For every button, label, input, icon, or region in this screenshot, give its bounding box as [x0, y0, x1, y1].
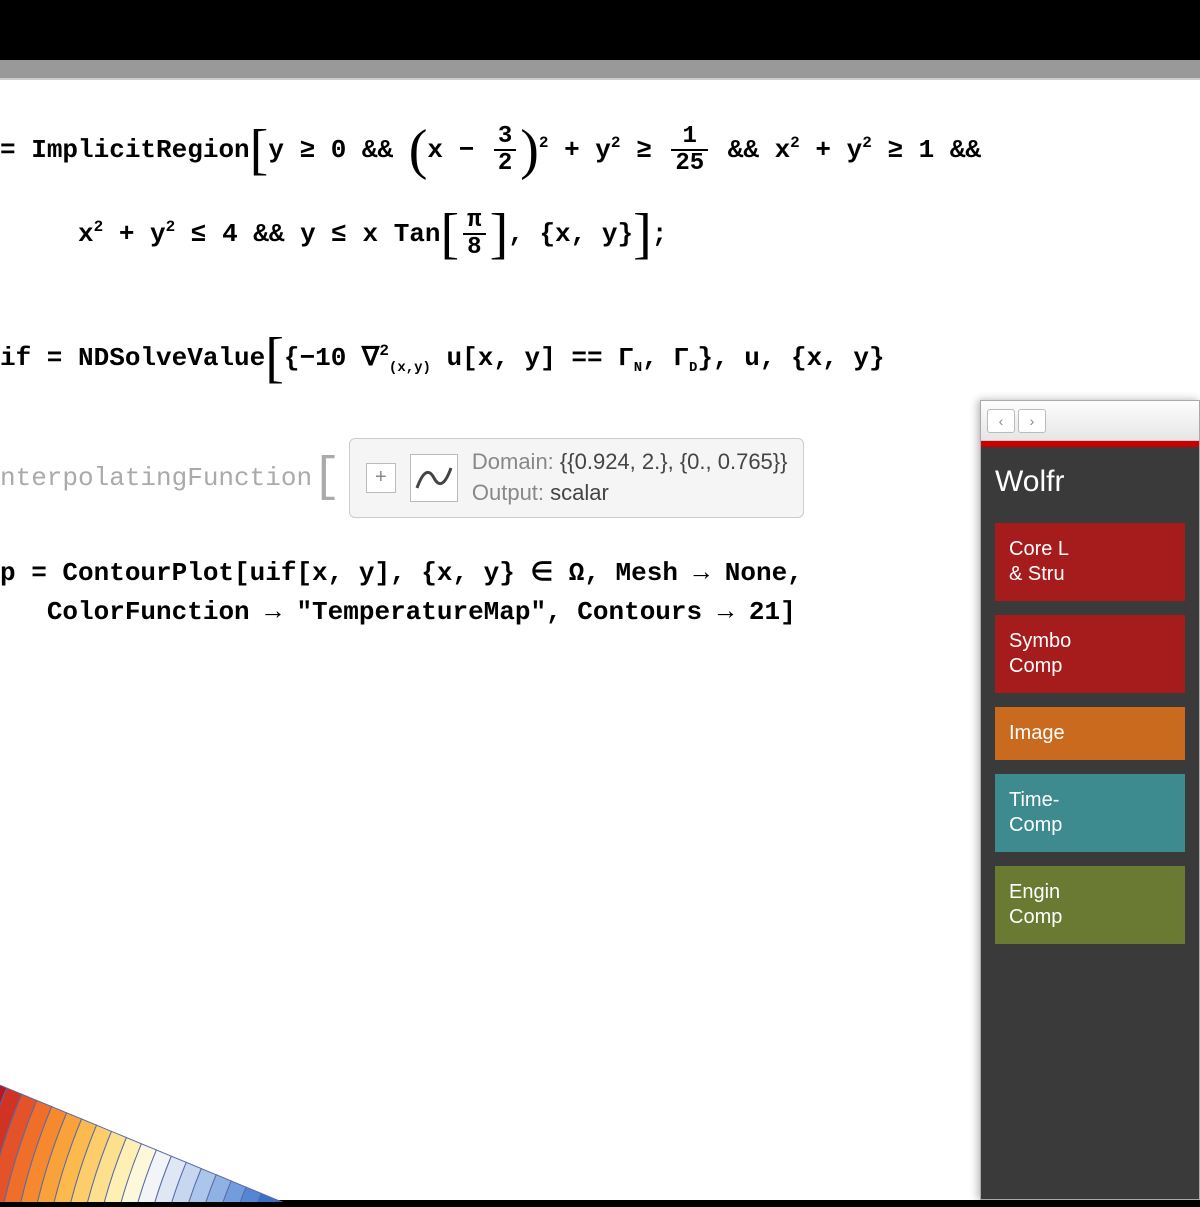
interpfunc-info: Domain: {{0.924, 2.}, {0., 0.765}} Outpu…: [472, 447, 788, 509]
frac-3-2: 32: [490, 124, 520, 176]
ndsolve-lhs: if = NDSolveValue: [0, 343, 265, 373]
right-bracket: ]: [633, 192, 652, 276]
sym-x: x: [427, 135, 443, 165]
frac-1-25: 125: [667, 124, 712, 176]
geq: ≥: [621, 135, 668, 165]
cplot-line2: ColorFunction → "TemperatureMap", Contou…: [47, 597, 796, 627]
expand-button[interactable]: +: [366, 463, 396, 493]
semicolon: ;: [652, 219, 668, 249]
function-thumb-icon: [410, 454, 458, 502]
nd-b2: u[x, y] == Γ: [431, 343, 634, 373]
nabla-sup: 2: [379, 342, 389, 360]
exp2-6: 2: [166, 218, 176, 236]
interpfunc-box[interactable]: + Domain: {{0.924, 2.}, {0., 0.765}} Out…: [349, 438, 805, 518]
nd-b3: , Γ: [642, 343, 689, 373]
doc-body: Wolfr Core L& Stru SymboComp Image Time-Com…: [981, 447, 1199, 1199]
minus: −: [443, 135, 490, 165]
l2-x: x: [78, 219, 94, 249]
chevron-right-icon: ›: [1030, 413, 1035, 429]
forward-button[interactable]: ›: [1018, 409, 1046, 433]
domain-value: {{0.924, 2.}, {0., 0.765}}: [560, 449, 788, 474]
doc-tile[interactable]: Time-Comp: [995, 774, 1185, 852]
doc-tiles: Core L& Stru SymboComp Image Time-Comp Engin…: [995, 523, 1185, 944]
tan-lb: [: [441, 192, 460, 276]
plus-icon: +: [375, 466, 387, 489]
geq-1-and: ≥ 1 &&: [872, 135, 981, 165]
doc-tile[interactable]: SymboComp: [995, 615, 1185, 693]
doc-tile[interactable]: EnginComp: [995, 866, 1185, 944]
l2-py: + y: [103, 219, 165, 249]
plus-y: + y: [549, 135, 611, 165]
nd-b1: {−10 ∇: [284, 343, 379, 373]
rparen: ): [520, 108, 539, 192]
nd-b4: }, u, {x, y}: [697, 343, 884, 373]
doc-toolbar: ‹ ›: [981, 401, 1199, 441]
fn-implicitregion: ImplicitRegion: [31, 135, 249, 165]
lparen: (: [409, 108, 428, 192]
exp2-5: 2: [94, 218, 104, 236]
cell-implicitregion[interactable]: = ImplicitRegion[y ≥ 0 && (x − 32)2 + y2…: [0, 108, 1200, 306]
nabla-sub: (x,y): [389, 360, 431, 376]
plus-y2: + y: [800, 135, 862, 165]
exp2-4: 2: [862, 134, 872, 152]
domain-label: Domain:: [472, 449, 560, 474]
chevron-left-icon: ‹: [999, 413, 1004, 429]
interpfunc-label: nterpolatingFunction: [0, 463, 312, 493]
eq-prefix: =: [0, 135, 31, 165]
cplot-line1: p = ContourPlot[uif[x, y], {x, y} ∈ Ω, M…: [0, 558, 803, 588]
output-value: scalar: [550, 480, 609, 505]
doc-tile[interactable]: Image: [995, 707, 1185, 760]
nd-lb: [: [265, 316, 284, 400]
left-bracket: [: [250, 108, 269, 192]
exp2-2: 2: [611, 134, 621, 152]
back-button[interactable]: ‹: [987, 409, 1015, 433]
doc-tile[interactable]: Core L& Stru: [995, 523, 1185, 601]
l2-tan: ≤ 4 && y ≤ x Tan: [175, 219, 440, 249]
cond-y0: y ≥ 0 &&: [268, 135, 408, 165]
doc-browser-panel: ‹ › Wolfr Core L& Stru SymboComp Image Time…: [980, 400, 1200, 1200]
frac-pi-8: π8: [459, 208, 489, 260]
doc-title: Wolfr: [995, 465, 1185, 499]
ifunc-lb: [: [312, 451, 341, 505]
tan-rb: ]: [490, 192, 509, 276]
and-x: && x: [712, 135, 790, 165]
exp2-3: 2: [790, 134, 800, 152]
gN: N: [634, 360, 642, 376]
vars: , {x, y}: [508, 219, 633, 249]
exp2-1: 2: [539, 134, 549, 152]
output-label: Output:: [472, 480, 550, 505]
